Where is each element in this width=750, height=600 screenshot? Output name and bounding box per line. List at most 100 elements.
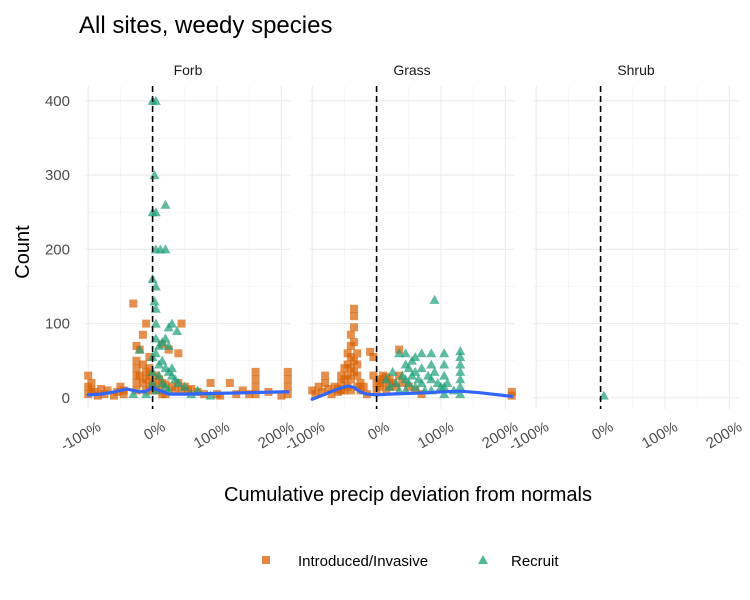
point-recruit xyxy=(439,348,450,358)
point-introduced-invasive xyxy=(84,371,93,380)
point-introduced-invasive xyxy=(187,384,196,393)
point-recruit xyxy=(455,389,466,399)
point-introduced-invasive xyxy=(283,390,292,399)
facet-panels: Forb-100% 0% 100% 200%0100200300400Grass-10… xyxy=(45,62,745,455)
point-introduced-invasive xyxy=(97,384,106,393)
y-tick-label: 200 xyxy=(45,241,70,258)
point-introduced-invasive xyxy=(353,349,362,358)
smooth-line-grass xyxy=(310,384,514,401)
point-introduced-invasive xyxy=(174,349,183,358)
point-recruit xyxy=(455,352,466,362)
point-introduced-invasive xyxy=(251,367,260,376)
point-introduced-invasive xyxy=(369,353,378,362)
point-introduced-invasive xyxy=(132,356,141,365)
point-introduced-invasive xyxy=(87,379,96,388)
point-introduced-invasive xyxy=(283,375,292,384)
point-introduced-invasive xyxy=(350,338,359,347)
point-introduced-invasive xyxy=(177,319,186,328)
point-recruit xyxy=(384,381,395,391)
x-tick-label: 100% xyxy=(191,418,233,452)
point-introduced-invasive xyxy=(138,330,147,339)
point-recruit xyxy=(160,199,171,209)
x-tick-label: 0% xyxy=(589,418,616,444)
y-tick-label: 400 xyxy=(45,93,70,110)
point-introduced-invasive xyxy=(350,304,359,313)
point-introduced-invasive xyxy=(283,367,292,376)
facet-label-forb: Forb xyxy=(174,62,203,78)
point-introduced-invasive xyxy=(135,371,144,380)
point-recruit xyxy=(455,374,466,384)
point-recruit xyxy=(416,378,427,388)
point-recruit xyxy=(455,359,466,369)
point-introduced-invasive xyxy=(251,390,260,399)
point-introduced-invasive xyxy=(251,382,260,391)
point-introduced-invasive xyxy=(346,386,355,395)
point-recruit xyxy=(390,378,401,388)
point-introduced-invasive xyxy=(366,347,375,356)
point-recruit xyxy=(410,381,421,391)
y-axis-title: Count xyxy=(12,225,34,279)
point-introduced-invasive xyxy=(317,387,326,396)
point-recruit xyxy=(166,318,177,328)
point-recruit xyxy=(394,348,405,358)
point-recruit xyxy=(163,340,174,350)
point-introduced-invasive xyxy=(132,379,141,388)
point-recruit xyxy=(172,326,183,336)
point-recruit xyxy=(439,370,450,380)
panel-grass: Grass-100% 0% 100% 200% xyxy=(282,62,521,455)
x-axis-title: Cumulative precip deviation from normals xyxy=(224,484,592,506)
point-recruit xyxy=(416,348,427,358)
point-introduced-invasive xyxy=(132,364,141,373)
point-recruit xyxy=(455,381,466,391)
point-recruit xyxy=(387,366,398,376)
point-recruit xyxy=(173,378,184,388)
legend: Introduced/Invasive Recruit xyxy=(262,553,559,570)
point-recruit xyxy=(154,340,165,350)
point-recruit xyxy=(429,366,440,376)
point-recruit xyxy=(416,363,427,373)
legend-key-recruit xyxy=(478,555,488,564)
point-recruit xyxy=(147,378,158,388)
point-introduced-invasive xyxy=(350,323,359,332)
y-tick-label: 100 xyxy=(45,316,70,333)
point-recruit xyxy=(439,389,450,399)
point-recruit xyxy=(426,348,437,358)
point-introduced-invasive xyxy=(369,371,378,380)
point-recruit xyxy=(439,359,450,369)
point-recruit xyxy=(160,333,171,343)
legend-label-recruit: Recruit xyxy=(511,553,559,570)
point-recruit xyxy=(157,355,168,365)
point-introduced-invasive xyxy=(103,386,112,395)
x-tick-label: 100% xyxy=(639,418,681,452)
point-recruit xyxy=(128,389,139,399)
point-recruit xyxy=(403,378,414,388)
legend-key-introduced-invasive xyxy=(262,556,270,564)
facet-label-shrub: Shrub xyxy=(617,62,655,78)
point-recruit xyxy=(455,346,466,356)
point-recruit xyxy=(134,344,145,354)
y-tick-label: 300 xyxy=(45,167,70,184)
point-recruit xyxy=(179,381,190,391)
chart-title: All sites, weedy species xyxy=(79,12,332,39)
point-introduced-invasive xyxy=(321,371,330,380)
point-introduced-invasive xyxy=(145,353,154,362)
point-introduced-invasive xyxy=(359,382,368,391)
point-recruit xyxy=(442,378,453,388)
point-introduced-invasive xyxy=(327,390,336,399)
facet-label-grass: Grass xyxy=(393,62,430,78)
point-recruit xyxy=(407,355,417,365)
point-introduced-invasive xyxy=(346,375,355,384)
point-recruit xyxy=(410,366,421,376)
x-tick-label: 100% xyxy=(415,418,457,452)
point-introduced-invasive xyxy=(251,375,260,384)
point-recruit xyxy=(150,207,161,217)
point-recruit xyxy=(429,294,440,304)
point-recruit xyxy=(400,348,411,358)
point-recruit xyxy=(149,296,160,306)
panel-shrub: Shrub-100% 0% 100% 200% xyxy=(506,62,745,455)
point-introduced-invasive xyxy=(314,382,323,391)
point-introduced-invasive xyxy=(324,384,333,393)
point-introduced-invasive xyxy=(283,382,292,391)
